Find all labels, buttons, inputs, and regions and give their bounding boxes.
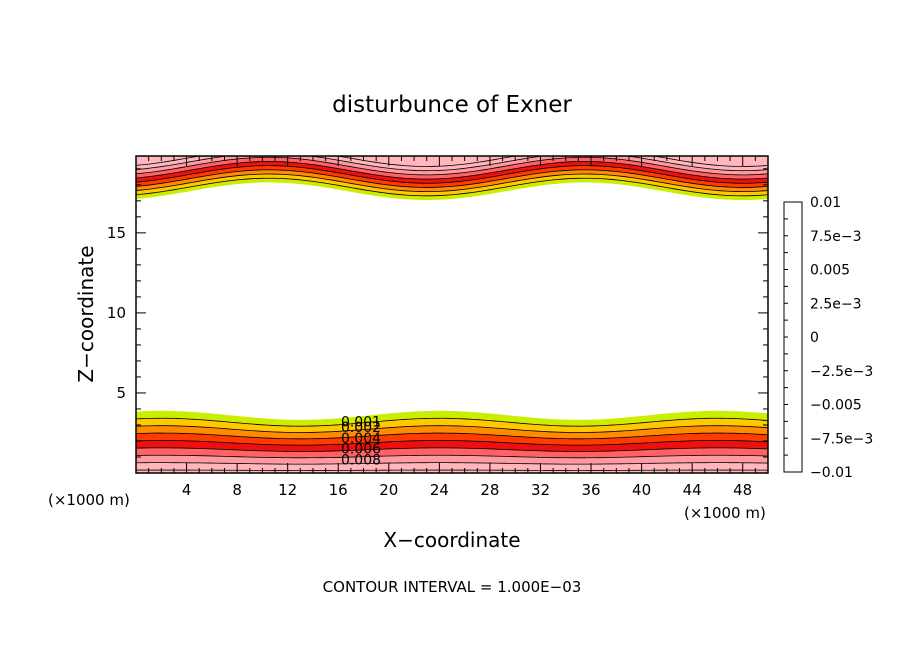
top-contour-line-1 xyxy=(136,173,768,193)
bottom-band-5 xyxy=(136,447,768,458)
top-band-4 xyxy=(136,161,768,184)
y-tick-label-10: 10 xyxy=(107,304,126,322)
colorbar xyxy=(783,201,803,473)
top-contour-line-2 xyxy=(136,169,768,188)
colorbar-label-5: −2.5e−3 xyxy=(810,364,873,380)
top-contour-line-7 xyxy=(136,156,768,167)
x-tick-label-36: 36 xyxy=(581,481,600,499)
bottom-band-1 xyxy=(136,418,768,433)
top-band-1 xyxy=(136,174,768,196)
y-axis-label: Z−coordinate xyxy=(74,245,98,382)
x-tick-labels: 4 8 12 16 20 24 28 32 36 40 44 48 xyxy=(182,481,752,499)
colorbar-label-4: 0 xyxy=(810,330,819,346)
top-band-2 xyxy=(136,169,768,192)
x-unit-label-right: (×1000 m) xyxy=(684,504,766,522)
colorbar-label-7: −7.5e−3 xyxy=(810,431,873,447)
top-band-6 xyxy=(136,156,768,175)
x-tick-label-32: 32 xyxy=(531,481,550,499)
x-tick-label-44: 44 xyxy=(683,481,702,499)
bottom-band-0 xyxy=(136,410,768,427)
x-tick-label-12: 12 xyxy=(278,481,297,499)
y-tick-labels: 5 10 15 xyxy=(107,224,126,402)
contour-label-2: 0.004 xyxy=(341,431,381,447)
top-contour-line-0 xyxy=(136,177,768,197)
x-tick-label-48: 48 xyxy=(733,481,752,499)
contour-label-4: 0.001 xyxy=(341,415,381,431)
contour-interval-note: CONTOUR INTERVAL = 1.000E−03 xyxy=(323,578,582,596)
top-contour-line-4 xyxy=(136,161,768,180)
colorbar-label-0: 0.01 xyxy=(810,195,841,211)
bottom-band-6 xyxy=(136,455,768,465)
x-tick-label-4: 4 xyxy=(182,481,192,499)
axis-ticks xyxy=(136,156,768,473)
colorbar-label-3: 2.5e−3 xyxy=(810,296,862,312)
contour-label-1: 0.006 xyxy=(341,442,381,458)
colorbar-label-2: 0.005 xyxy=(810,263,850,279)
colorbar-label-6: −0.005 xyxy=(810,398,862,414)
top-contour-line-5 xyxy=(136,156,768,176)
bottom-disturbance-layer xyxy=(136,410,768,473)
bottom-band-3 xyxy=(136,433,768,446)
contour-plot-area xyxy=(136,156,768,473)
bottom-contour-line-0 xyxy=(136,417,768,427)
top-contour-line-3 xyxy=(136,165,768,184)
colorbar-label-1: 7.5e−3 xyxy=(810,229,862,245)
contour-label-3: 0.002 xyxy=(341,420,381,436)
bottom-contour-line-3 xyxy=(136,440,768,446)
y-tick-label-5: 5 xyxy=(116,384,126,402)
x-tick-label-8: 8 xyxy=(232,481,242,499)
bottom-contour-line-2 xyxy=(136,432,768,440)
x-tick-label-40: 40 xyxy=(632,481,651,499)
top-band-3 xyxy=(136,165,768,188)
y-tick-label-15: 15 xyxy=(107,224,126,242)
bottom-band-4 xyxy=(136,440,768,452)
colorbar-labels: 0.01 7.5e−3 0.005 2.5e−3 0 −2.5e−3 −0.00… xyxy=(810,195,873,481)
contour-label-0: 0.008 xyxy=(341,453,381,469)
x-tick-label-20: 20 xyxy=(379,481,398,499)
bottom-contour-line-4 xyxy=(136,447,768,452)
x-tick-label-24: 24 xyxy=(430,481,449,499)
top-disturbance-layer xyxy=(136,156,768,201)
bottom-contour-line-1 xyxy=(136,425,768,433)
bottom-contour-line-6 xyxy=(136,462,768,465)
top-band-0 xyxy=(136,178,768,201)
contour-labels: 0.008 0.006 0.004 0.002 0.001 xyxy=(341,415,381,469)
top-band-8 xyxy=(136,156,768,167)
x-axis-label: X−coordinate xyxy=(383,528,520,552)
top-contour-line-6 xyxy=(136,156,768,172)
x-tick-label-16: 16 xyxy=(329,481,348,499)
chart-title: disturbunce of Exner xyxy=(332,92,572,118)
bottom-band-7 xyxy=(136,462,768,471)
bottom-contour-line-5 xyxy=(136,454,768,459)
top-band-5 xyxy=(136,157,768,180)
colorbar-label-8: −0.01 xyxy=(810,465,853,481)
bottom-band-2 xyxy=(136,425,768,439)
x-tick-label-28: 28 xyxy=(480,481,499,499)
x-unit-label-left: (×1000 m) xyxy=(48,491,130,509)
